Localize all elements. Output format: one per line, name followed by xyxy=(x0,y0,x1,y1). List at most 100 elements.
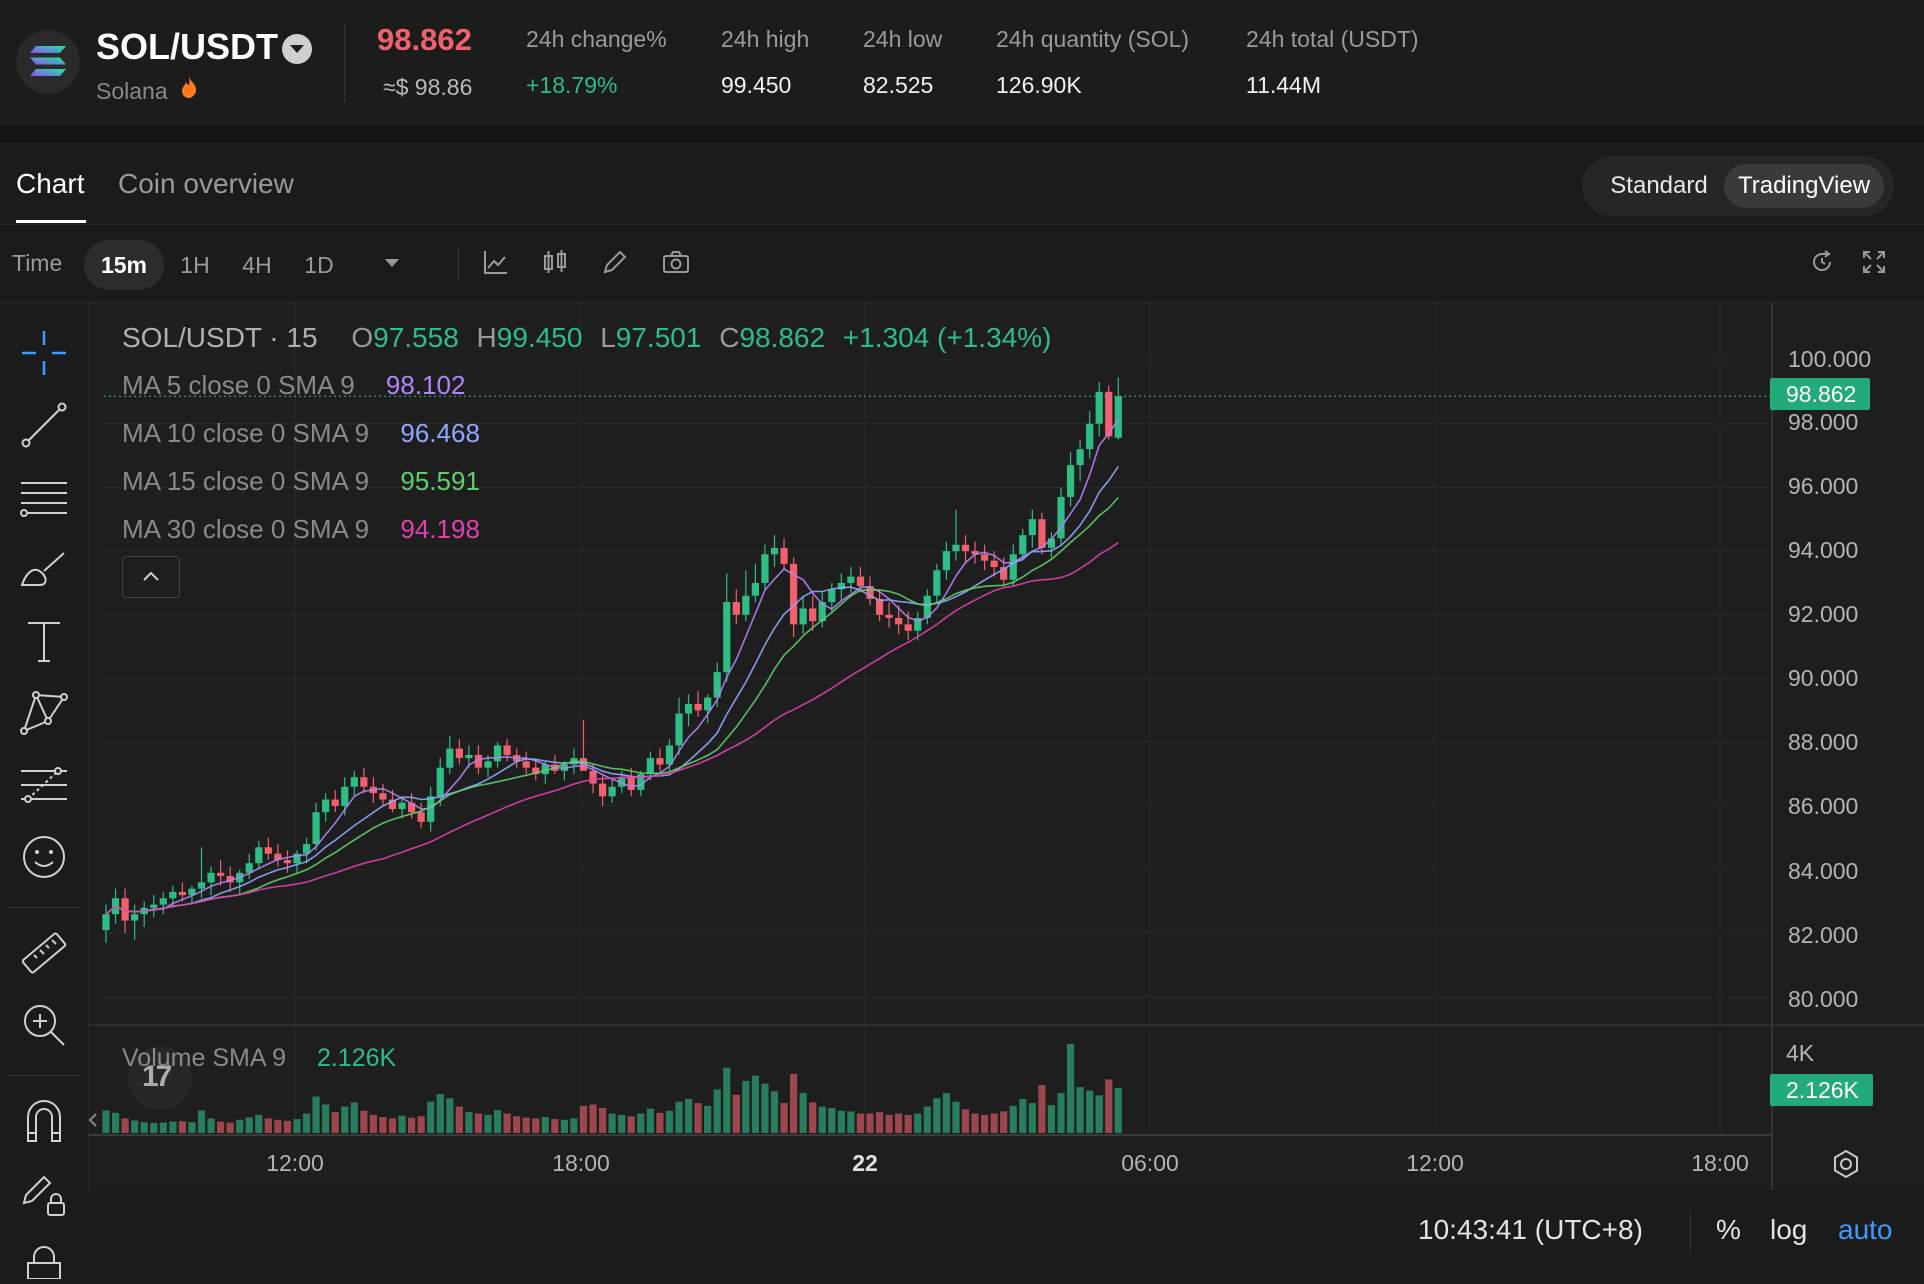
volume-bar xyxy=(637,1113,645,1133)
tradingview-logo: 17 xyxy=(128,1046,192,1110)
tab-coin-overview[interactable]: Coin overview xyxy=(118,168,294,199)
candle-body xyxy=(121,898,129,921)
candle-body xyxy=(455,748,463,759)
hide-drawings-tool[interactable] xyxy=(18,1239,70,1284)
volume-bar xyxy=(570,1118,578,1133)
price-axis-label: 90.000 xyxy=(1788,665,1859,691)
volume-bar xyxy=(933,1098,941,1133)
auto-scale-toggle[interactable]: auto xyxy=(1838,1214,1893,1245)
candle-body xyxy=(1095,391,1103,424)
interval-4h[interactable]: 4H xyxy=(242,252,272,278)
view-tradingview-button[interactable]: TradingView xyxy=(1724,164,1884,208)
draw-button[interactable] xyxy=(601,248,629,281)
crosshair-tool[interactable] xyxy=(18,327,70,384)
candle-body xyxy=(283,860,292,864)
legend-ma-15[interactable]: MA 15 close 0 SMA 9 95.591 xyxy=(122,466,480,497)
tab-chart[interactable]: Chart xyxy=(16,168,85,199)
volume-bar xyxy=(560,1119,568,1133)
candle-body xyxy=(312,812,320,845)
reset-chart-button[interactable] xyxy=(1808,248,1836,281)
interval-1h[interactable]: 1H xyxy=(180,252,210,278)
volume-bar xyxy=(493,1110,502,1133)
view-standard-button[interactable]: Standard xyxy=(1610,172,1708,199)
candle-body xyxy=(264,847,272,854)
interval-1d[interactable]: 1D xyxy=(304,252,334,278)
last-price-usd: ≈$ 98.86 xyxy=(383,74,473,100)
price-axis-label: 86.000 xyxy=(1788,793,1859,819)
price-axis-label: 94.000 xyxy=(1788,537,1859,563)
volume-bar xyxy=(952,1101,960,1133)
legend-close-key: C xyxy=(719,322,740,353)
volume-legend[interactable]: Volume SMA 9 2.126K xyxy=(122,1044,396,1073)
chart-type-button[interactable] xyxy=(541,248,569,281)
lock-drawings-tool[interactable] xyxy=(18,1167,70,1224)
fullscreen-button[interactable] xyxy=(1860,248,1888,281)
clock[interactable]: 10:43:41 (UTC+8) xyxy=(1418,1214,1643,1245)
volume-bar xyxy=(131,1120,139,1133)
volume-bar xyxy=(990,1113,998,1133)
legend-ma-5[interactable]: MA 5 close 0 SMA 9 98.102 xyxy=(122,370,465,401)
legend-ma-10[interactable]: MA 10 close 0 SMA 9 96.468 xyxy=(122,418,480,449)
legend-symbol[interactable]: SOL/USDT · 15 xyxy=(122,322,318,353)
volume-bar xyxy=(121,1118,129,1133)
horizontal-lines-tool[interactable] xyxy=(18,471,70,528)
volume-bar xyxy=(417,1116,425,1133)
candle-body xyxy=(589,770,597,784)
volume-bar xyxy=(264,1118,272,1133)
candle-body xyxy=(1047,538,1056,548)
legend-collapse-button[interactable] xyxy=(122,556,180,598)
volume-bar xyxy=(455,1106,463,1133)
candle-body xyxy=(732,602,740,615)
volume-bar xyxy=(675,1101,683,1133)
candle-body xyxy=(465,754,473,759)
measure-tool[interactable] xyxy=(18,927,70,984)
screenshot-button[interactable] xyxy=(661,248,691,281)
candle-body xyxy=(751,582,759,596)
text-tool[interactable] xyxy=(18,615,70,672)
candle-body xyxy=(704,697,712,711)
percent-scale-toggle[interactable]: % xyxy=(1716,1214,1741,1245)
candle-body xyxy=(780,547,788,564)
collapse-sidebar-button[interactable] xyxy=(88,1112,98,1133)
candle-body xyxy=(503,745,511,755)
candle-body xyxy=(350,777,358,787)
pair-title[interactable]: SOL/USDT xyxy=(96,26,279,67)
volume-bar xyxy=(799,1093,807,1133)
log-scale-toggle[interactable]: log xyxy=(1770,1214,1808,1245)
legend-ma-30[interactable]: MA 30 close 0 SMA 9 94.198 xyxy=(122,514,480,545)
zoom-in-icon xyxy=(24,1005,65,1046)
brush-tool[interactable] xyxy=(18,543,70,600)
interval-more-dropdown[interactable] xyxy=(382,256,402,275)
pattern-tool[interactable] xyxy=(18,687,70,744)
candle-body xyxy=(341,786,349,806)
candle-body xyxy=(408,802,416,813)
ticker-header: SOL/USDT Solana 98.862 ≈$ 98.86 24h chan… xyxy=(0,0,1924,126)
candle-body xyxy=(875,598,884,615)
price-axis-label: 88.000 xyxy=(1788,729,1859,755)
magnet-tool[interactable] xyxy=(18,1095,70,1152)
indicators-button[interactable] xyxy=(482,248,510,281)
candle-body xyxy=(637,774,645,790)
candle-body xyxy=(1000,567,1008,580)
chart-settings-button[interactable] xyxy=(1830,1148,1862,1185)
volume-bar xyxy=(742,1080,750,1133)
trend-line-tool[interactable] xyxy=(18,399,70,456)
interval-15m[interactable]: 15m xyxy=(84,240,164,290)
gear-icon xyxy=(1834,1149,1858,1179)
volume-bar xyxy=(895,1113,903,1133)
candlestick-chart[interactable] xyxy=(0,303,1924,1284)
volume-bar xyxy=(159,1122,167,1133)
price-axis-label: 98.000 xyxy=(1788,409,1859,435)
candle-body xyxy=(532,767,540,775)
candle-body xyxy=(790,563,798,625)
candle-body xyxy=(895,617,903,625)
volume-bar xyxy=(684,1098,693,1133)
forecast-tool[interactable] xyxy=(18,759,70,816)
volume-bar xyxy=(770,1091,779,1133)
emoji-tool[interactable] xyxy=(18,831,70,888)
zoom-in-tool[interactable] xyxy=(18,999,70,1056)
volume-bar xyxy=(532,1118,540,1133)
pair-dropdown-button[interactable] xyxy=(282,34,312,64)
candle-body xyxy=(579,758,588,771)
volume-bar xyxy=(302,1113,311,1133)
